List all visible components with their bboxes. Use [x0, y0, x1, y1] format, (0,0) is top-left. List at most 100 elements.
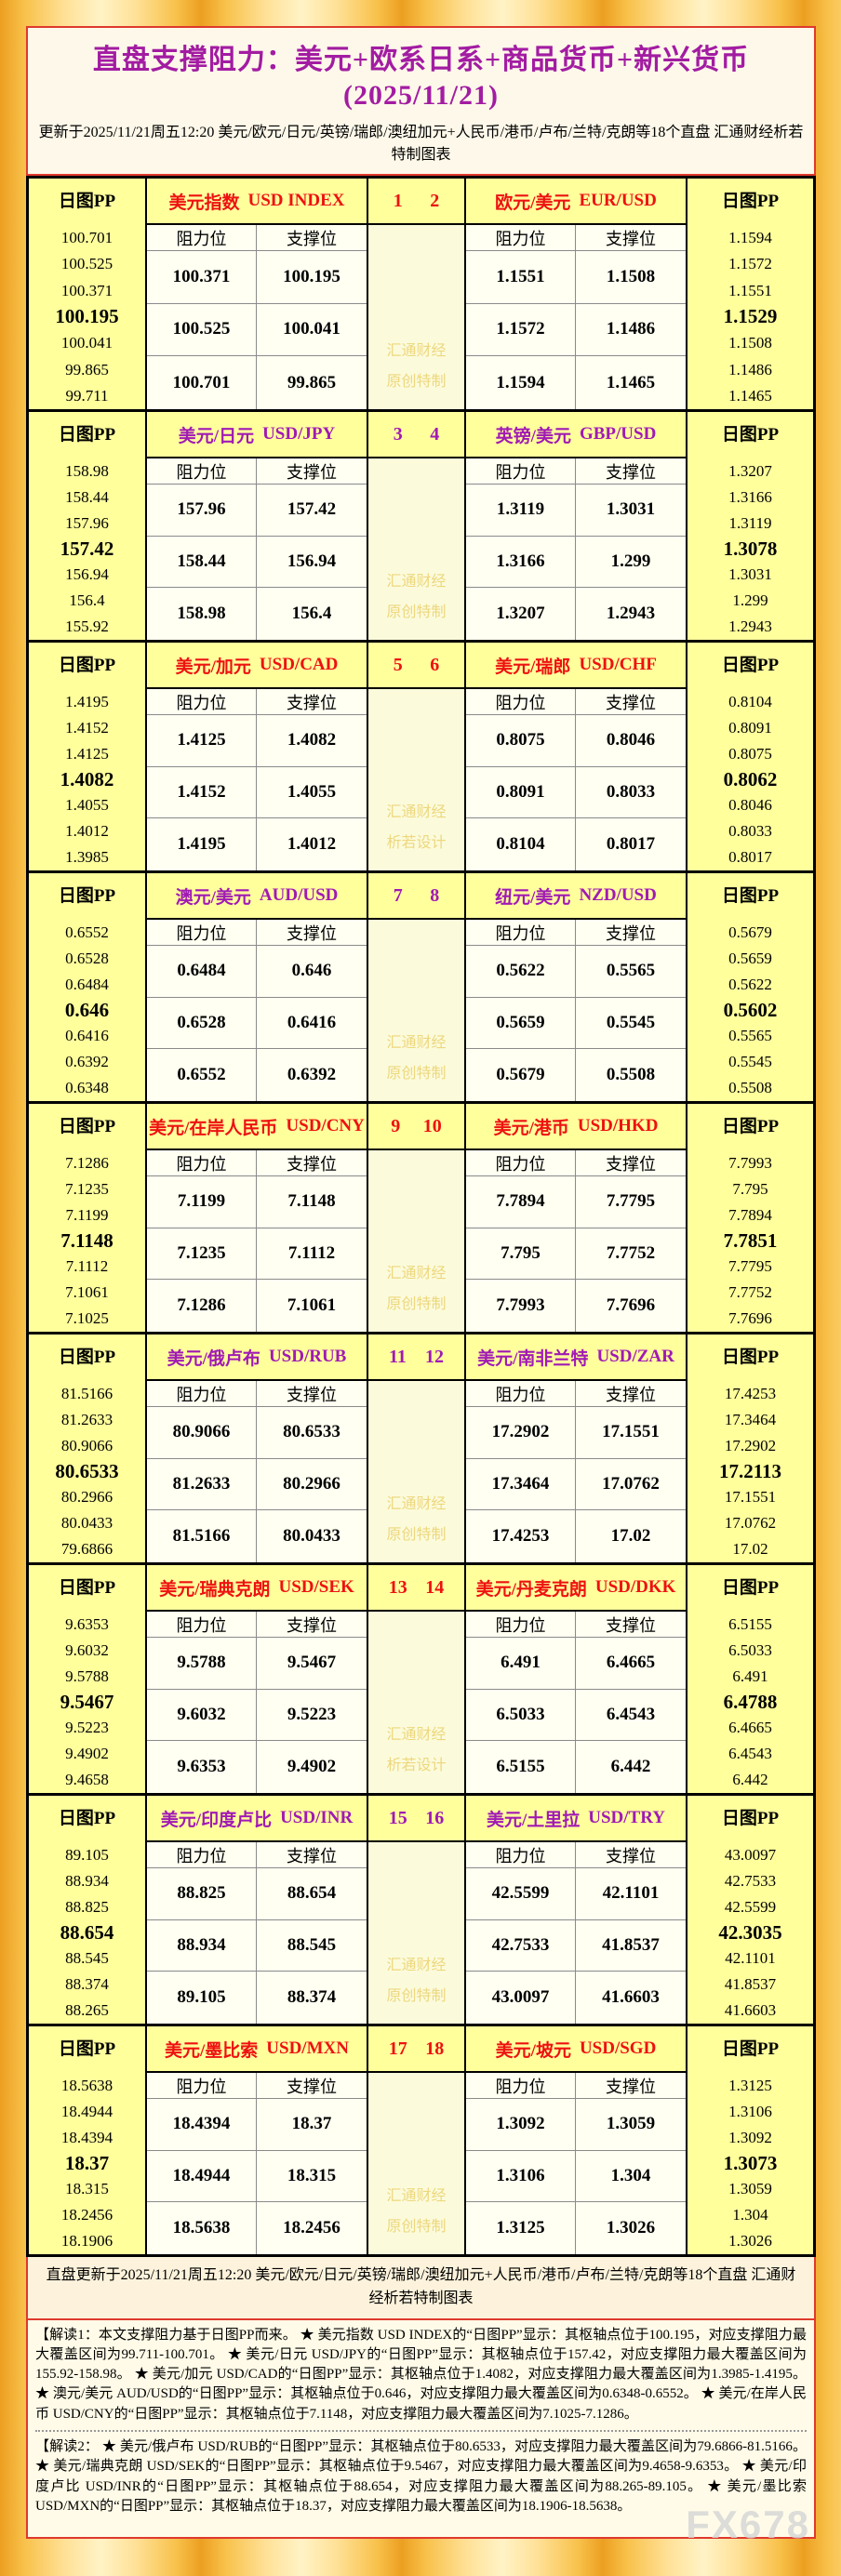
resistance-header: 阻力位	[466, 458, 576, 485]
pair-title: 美元/俄卢布 USD/RUB	[147, 1334, 367, 1381]
pair-name-cn: 美元/印度卢比	[160, 1810, 273, 1830]
pair-block: 日图PP 81.5166 81.2633 80.9066 80.6533 80.…	[29, 1332, 813, 1562]
pp-level-value: 9.4658	[65, 1771, 109, 1789]
block-center-column: 3 4 汇通财经 原创特制	[368, 412, 464, 640]
watermark-line: 析若设计	[386, 1758, 447, 1774]
pair-block: 日图PP 158.98 158.44 157.96 157.42 156.94 …	[29, 409, 813, 640]
daily-pp-header: 日图PP	[58, 2039, 116, 2059]
support-header: 支撑位	[257, 689, 367, 715]
resistance-value: 80.9066	[147, 1407, 257, 1459]
pp-level-value: 9.5223	[65, 1719, 109, 1737]
daily-pp-column-right: 日图PP 0.5679 0.5659 0.5622 0.5602 0.5565 …	[687, 873, 813, 1101]
pair-numbers: 1 2	[368, 179, 464, 225]
resistance-value: 1.4195	[147, 818, 257, 870]
support-value: 7.1112	[257, 1228, 367, 1281]
pp-level-value: 158.44	[65, 487, 109, 506]
pp-level-value: 79.6866	[60, 1540, 113, 1559]
pp-level-value: 1.3985	[65, 848, 109, 867]
support-value: 157.42	[257, 485, 367, 537]
pp-pivot-value: 9.5467	[60, 1691, 114, 1713]
pair-panel-right: 英镑/美元 GBP/USD 阻力位 支撑位 1.3119 1.3031 1.31…	[464, 412, 687, 640]
pair-panel-left: 美元/俄卢布 USD/RUB 阻力位 支撑位 80.9066 80.6533 8…	[145, 1334, 368, 1562]
resistance-header: 阻力位	[466, 920, 576, 946]
resistance-value: 100.371	[147, 251, 257, 304]
support-value: 7.1148	[257, 1176, 367, 1228]
pair-name-cn: 美元/港币	[493, 1118, 569, 1138]
pair-code: NZD/USD	[579, 885, 657, 905]
pair-name-cn: 纽元/美元	[495, 887, 571, 908]
daily-pp-column-right: 日图PP 7.7993 7.795 7.7894 7.7851 7.7795 7…	[687, 1104, 813, 1332]
pp-level-value: 157.96	[65, 513, 109, 532]
pp-level-value: 0.8104	[728, 692, 772, 710]
support-value: 156.4	[257, 588, 367, 640]
daily-pp-header: 日图PP	[721, 1348, 780, 1367]
pair-numbers: 9 10	[368, 1104, 464, 1150]
resistance-value: 6.5033	[466, 1689, 576, 1742]
rates-table: 日图PP 100.701 100.525 100.371 100.195 100…	[26, 176, 816, 2257]
pair-name-cn: 美元/土里拉	[486, 1810, 581, 1830]
watermark-line: 原创特制	[386, 1296, 447, 1313]
resistance-value: 6.5155	[466, 1741, 576, 1793]
daily-pp-column-right: 日图PP 1.3125 1.3106 1.3092 1.3073 1.3059 …	[687, 2026, 813, 2254]
resistance-value: 7.7894	[466, 1176, 576, 1228]
pair-title: 美元/土里拉 USD/TRY	[466, 1796, 686, 1842]
pp-level-value: 7.1286	[65, 1153, 109, 1172]
notes-box: 【解读1：本文支撑阻力基于日图PP而来。 ★ 美元指数 USD INDEX的“日…	[26, 2319, 816, 2546]
pp-level-value: 42.5599	[724, 1897, 777, 1916]
support-value: 1.3059	[576, 2099, 686, 2151]
support-value: 1.304	[576, 2150, 686, 2203]
pair-code: USD INDEX	[247, 191, 345, 210]
pair-name-cn: 美元/俄卢布	[167, 1348, 260, 1369]
pair-code: USD/SEK	[278, 1577, 354, 1597]
pp-level-value: 99.711	[65, 386, 109, 405]
support-value: 100.195	[257, 251, 367, 304]
resistance-value: 7.1199	[147, 1176, 257, 1228]
pp-level-value: 1.299	[732, 591, 768, 610]
pp-level-value: 1.3119	[728, 513, 772, 532]
resistance-value: 1.3119	[466, 485, 576, 537]
pp-level-value: 1.3092	[728, 2128, 772, 2146]
pp-level-value: 17.0762	[724, 1514, 777, 1533]
support-value: 80.6533	[257, 1407, 367, 1459]
pp-pivot-value: 1.3078	[723, 538, 778, 560]
pair-code: USD/HKD	[577, 1116, 659, 1135]
pair-name-cn: 美元/加元	[175, 657, 251, 677]
pair-title: 澳元/美元 AUD/USD	[147, 873, 367, 920]
support-value: 0.8017	[576, 818, 686, 870]
support-header: 支撑位	[576, 920, 686, 946]
page-subtitle: 更新于2025/11/21周五12:20 美元/欧元/日元/英镑/瑞郎/澳纽加元…	[38, 125, 804, 163]
resistance-value: 9.5788	[147, 1638, 257, 1690]
pp-level-value: 18.4394	[60, 2128, 113, 2146]
pair-name-cn: 美元/丹麦克朗	[475, 1579, 587, 1600]
watermark-line: 汇通财经	[386, 1034, 447, 1051]
pp-level-value: 6.442	[732, 1771, 768, 1789]
pp-level-value: 100.041	[60, 334, 113, 352]
resistance-value: 18.4944	[147, 2150, 257, 2203]
resistance-value: 1.3207	[466, 588, 576, 640]
pair-block: 日图PP 0.6552 0.6528 0.6484 0.646 0.6416 0…	[29, 870, 813, 1101]
pp-level-value: 1.1594	[728, 229, 772, 247]
resistance-value: 81.5166	[147, 1510, 257, 1562]
resistance-value: 6.491	[466, 1638, 576, 1690]
daily-pp-header: 日图PP	[58, 886, 116, 906]
daily-pp-column-left: 日图PP 18.5638 18.4944 18.4394 18.37 18.31…	[29, 2026, 145, 2254]
daily-pp-header: 日图PP	[58, 656, 116, 675]
pair-number: 4	[430, 423, 440, 445]
watermark-line: 汇通财经	[386, 1726, 447, 1743]
support-value: 7.1061	[257, 1280, 367, 1332]
pp-level-value: 1.3026	[728, 2232, 772, 2251]
pp-level-value: 17.3464	[724, 1410, 777, 1428]
pair-title: 美元/日元 USD/JPY	[147, 412, 367, 458]
pp-pivot-value: 7.7851	[723, 1229, 778, 1252]
pair-block: 日图PP 89.105 88.934 88.825 88.654 88.545 …	[29, 1793, 813, 2024]
pp-level-value: 81.2633	[60, 1410, 113, 1428]
resistance-header: 阻力位	[466, 1842, 576, 1868]
pair-title: 欧元/美元 EUR/USD	[466, 179, 686, 225]
pp-level-value: 80.2966	[60, 1488, 113, 1507]
support-header: 支撑位	[257, 1381, 367, 1407]
resistance-value: 9.6353	[147, 1741, 257, 1793]
pp-pivot-value: 0.646	[64, 999, 110, 1021]
pair-panel-left: 美元/加元 USD/CAD 阻力位 支撑位 1.4125 1.4082 1.41…	[145, 643, 368, 870]
resistance-value: 0.6528	[147, 997, 257, 1050]
pair-numbers: 11 12	[368, 1334, 464, 1381]
